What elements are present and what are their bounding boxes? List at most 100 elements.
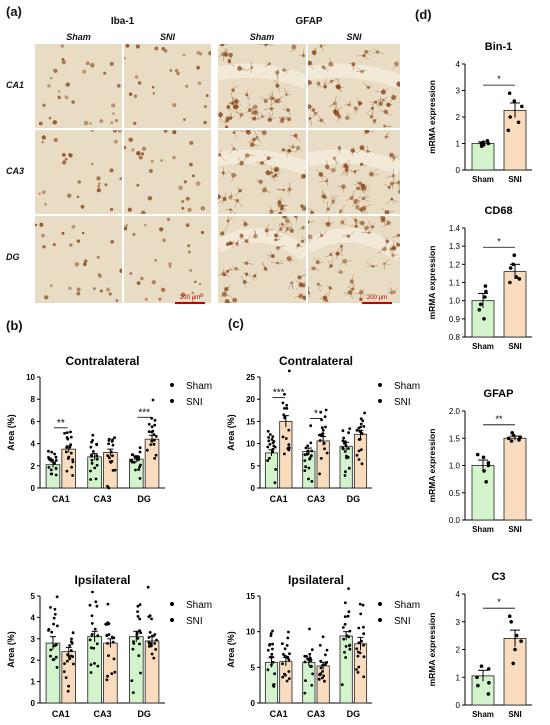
bar-sni xyxy=(503,437,527,521)
micrograph-cell xyxy=(191,291,194,295)
data-point xyxy=(310,480,314,483)
data-point xyxy=(347,466,351,470)
micrograph-process xyxy=(398,233,400,236)
micrograph-process xyxy=(308,80,310,83)
legend-marker xyxy=(170,618,174,622)
data-point xyxy=(113,436,116,440)
data-point xyxy=(284,437,288,440)
micrograph-process xyxy=(218,152,220,156)
micrograph-cell xyxy=(98,274,102,278)
micrograph-texture xyxy=(308,216,400,303)
data-point xyxy=(341,626,345,629)
micrograph-process xyxy=(339,116,342,120)
micrograph-cell xyxy=(68,286,72,291)
micrograph-process xyxy=(327,260,332,267)
data-point xyxy=(325,661,329,664)
data-point xyxy=(110,635,114,639)
data-point xyxy=(344,444,348,447)
data-point xyxy=(47,629,50,632)
micrograph-cell xyxy=(98,182,101,186)
micrograph-process xyxy=(374,120,376,125)
data-point xyxy=(355,453,359,457)
micrograph-cell xyxy=(137,81,142,85)
significance-label: *** xyxy=(138,407,150,418)
micrograph-process xyxy=(359,222,363,226)
data-point xyxy=(341,429,345,433)
micrograph-process xyxy=(220,294,225,298)
data-point xyxy=(283,647,287,651)
micrograph-process xyxy=(227,268,231,272)
data-point xyxy=(310,683,314,687)
micrograph-process xyxy=(361,209,363,214)
data-point xyxy=(50,630,54,634)
micrograph-cell xyxy=(275,261,279,265)
micrograph-process xyxy=(277,78,279,86)
micrograph-cell xyxy=(135,44,140,49)
micrograph-process xyxy=(276,101,280,105)
micrograph-process xyxy=(358,147,363,153)
micrograph-process xyxy=(254,272,257,277)
data-point xyxy=(63,431,66,435)
micrograph-process xyxy=(324,292,328,299)
micrograph-cell xyxy=(42,103,46,108)
micrograph-process xyxy=(234,299,238,301)
data-point xyxy=(268,442,272,446)
data-point xyxy=(149,641,152,645)
micrograph-cell xyxy=(384,210,390,214)
micrograph-process xyxy=(265,44,267,48)
micrograph-process xyxy=(324,196,328,200)
bar-sni xyxy=(279,661,293,704)
micrograph-process xyxy=(382,217,386,225)
micrograph-cell xyxy=(141,146,147,152)
y-tick-label: 20 xyxy=(246,395,255,404)
y-tick-label: 0 xyxy=(251,484,256,493)
micrograph-cell xyxy=(196,65,200,70)
micrograph-process xyxy=(330,63,335,67)
micrograph-process xyxy=(264,153,269,159)
data-point xyxy=(54,455,58,459)
micrograph-process xyxy=(368,226,373,229)
y-tick-label: 1.3 xyxy=(449,242,461,251)
micrograph-cell xyxy=(61,59,67,65)
micrograph-process xyxy=(308,106,312,111)
data-point xyxy=(287,369,291,373)
data-point xyxy=(347,610,351,614)
bar-sni xyxy=(503,271,527,338)
micrograph-process xyxy=(354,108,356,115)
data-point xyxy=(47,466,51,469)
micrograph-process xyxy=(230,95,237,102)
y-tick-label: 0.5 xyxy=(449,489,461,498)
y-tick-label: 2 xyxy=(31,462,36,471)
micrograph-process xyxy=(231,143,235,150)
micrograph-process xyxy=(253,110,257,114)
y-tick-label: 2.0 xyxy=(449,407,461,416)
micrograph-process xyxy=(327,265,332,269)
data-point xyxy=(307,466,311,470)
micrograph-cell xyxy=(39,222,44,227)
micrograph-cell xyxy=(133,121,137,126)
data-point xyxy=(310,454,313,458)
data-point xyxy=(66,689,70,693)
y-tick-label: 1.2 xyxy=(449,260,461,269)
micrograph-process xyxy=(283,149,288,154)
micrograph-process xyxy=(285,189,290,193)
micrograph-process xyxy=(365,85,369,88)
micrograph-process xyxy=(317,283,321,292)
micrograph-process xyxy=(286,94,291,96)
micrograph-process xyxy=(225,126,227,128)
data-point xyxy=(89,445,93,449)
micrograph-process xyxy=(384,242,388,250)
micrograph-cell xyxy=(47,84,51,88)
micrograph-process xyxy=(388,154,392,157)
data-point xyxy=(287,677,291,680)
micrograph-process xyxy=(293,44,295,47)
chart-d-cd68: CD68 mRMA expression 0.8 0.9 1.0 1.1 1.2 1.3 1.4… xyxy=(427,205,532,351)
micrograph-process xyxy=(363,55,370,61)
significance-label: *** xyxy=(273,388,285,399)
micrograph-process xyxy=(315,111,320,114)
micrograph-process xyxy=(313,47,316,53)
micrograph-process xyxy=(288,189,290,195)
micrograph-process xyxy=(392,157,395,162)
micrograph-cell xyxy=(226,242,230,246)
micrograph-process xyxy=(319,180,327,183)
